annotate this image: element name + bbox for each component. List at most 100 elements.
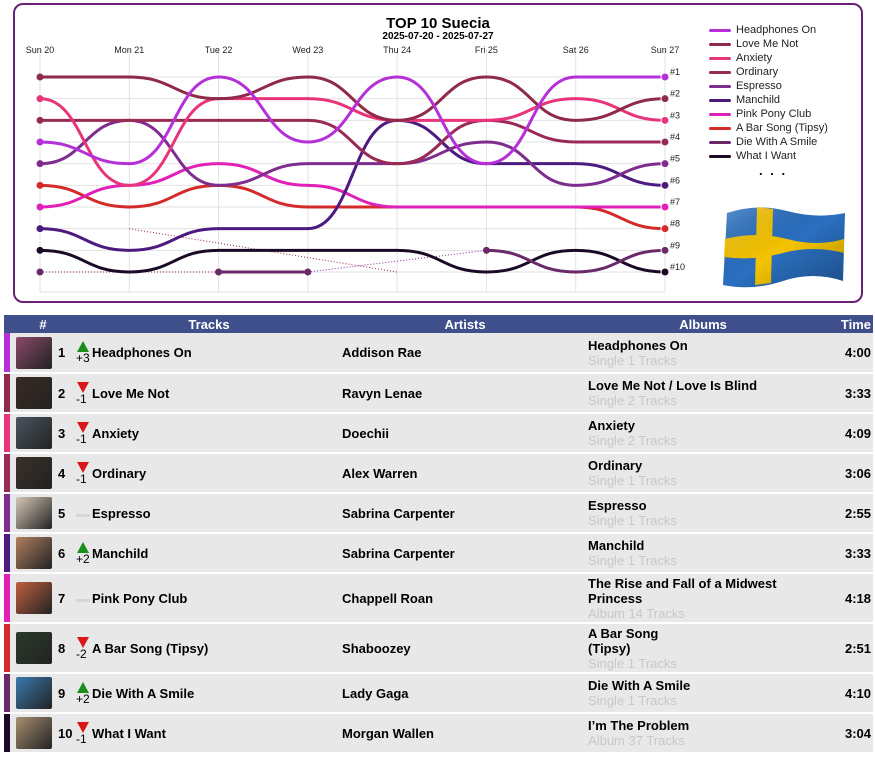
legend-swatch (709, 112, 731, 116)
table-row[interactable]: 9 +2 Die With A Smile Lady Gaga Die With A S… (4, 673, 874, 713)
series-point (36, 203, 44, 211)
artist-name[interactable]: Ravyn Lenae (342, 385, 423, 401)
series-point (304, 268, 312, 276)
artist-name[interactable]: Lady Gaga (342, 685, 409, 701)
album-cover[interactable] (16, 537, 52, 569)
rank-number: 7 (58, 590, 66, 606)
album-name[interactable]: The Rise and Fall of a Midwest Princess (588, 575, 777, 606)
table-row[interactable]: 8 -2 A Bar Song (Tipsy) Shaboozey A Bar Song… (4, 623, 874, 673)
legend-swatch (709, 126, 731, 130)
artist-name[interactable]: Sabrina Carpenter (342, 545, 455, 561)
artist-name[interactable]: Alex Warren (342, 465, 418, 481)
album-cover[interactable] (16, 336, 52, 369)
rank-change: -1 (76, 453, 92, 493)
table-row[interactable]: 4 -1 Ordinary Alex Warren Ordinary Single 1 T… (4, 453, 874, 493)
album-cover[interactable] (16, 677, 52, 709)
legend-item[interactable]: Anxiety (709, 51, 859, 65)
cover-cell (10, 713, 58, 753)
table-row[interactable]: 5 Espresso Sabrina Carpenter Espresso Single… (4, 493, 874, 533)
legend-item[interactable]: What I Want (709, 149, 859, 163)
album-cover[interactable] (16, 377, 52, 409)
arrow-down-icon (77, 421, 90, 433)
rank-change: +3 (76, 333, 92, 373)
legend-item[interactable]: Espresso (709, 79, 859, 93)
series-point (36, 73, 44, 81)
artist-name[interactable]: Morgan Wallen (342, 725, 434, 741)
album-cover[interactable] (16, 582, 52, 614)
artist-name[interactable]: Chappell Roan (342, 590, 434, 606)
table-row[interactable]: 7 Pink Pony Club Chappell Roan The Rise and… (4, 573, 874, 623)
table-row[interactable]: 10 -1 What I Want Morgan Wallen I’m The Prob… (4, 713, 874, 753)
legend-swatch (709, 84, 731, 88)
artist-name[interactable]: Addison Rae (342, 345, 422, 360)
legend-label: A Bar Song (Tipsy) (736, 122, 828, 134)
legend-swatch (709, 98, 731, 102)
cover-cell (10, 453, 58, 493)
track-duration: 4:10 (845, 685, 872, 701)
legend-item[interactable]: Pink Pony Club (709, 107, 859, 121)
album-cover[interactable] (16, 457, 52, 489)
legend-label: Manchild (736, 94, 781, 106)
album-name[interactable]: Espresso (588, 498, 647, 513)
track-title[interactable]: Die With A Smile (92, 685, 195, 701)
track-title[interactable]: Headphones On (92, 345, 192, 360)
track-title[interactable]: Anxiety (92, 425, 139, 441)
legend-item[interactable]: Headphones On (709, 23, 859, 37)
legend-item[interactable]: Die With A Smile (709, 135, 859, 149)
album-name[interactable]: Die With A Smile (588, 678, 691, 693)
album-name[interactable]: Love Me Not / Love Is Blind (588, 378, 758, 393)
row-color-bar (4, 453, 10, 493)
track-title[interactable]: Manchild (92, 545, 149, 561)
album-name[interactable]: I’m The Problem (588, 718, 690, 733)
top10-table: # Tracks Artists Albums Time 1 +3 Headphon… (4, 315, 874, 754)
track-title[interactable]: Espresso (92, 505, 151, 521)
track-title[interactable]: Ordinary (92, 465, 147, 481)
series-line (38, 248, 667, 274)
legend-item[interactable]: Ordinary (709, 65, 859, 79)
table-row[interactable]: 6 +2 Manchild Sabrina Carpenter Manchild Sing… (4, 533, 874, 573)
cover-cell (10, 493, 58, 533)
album-name[interactable]: Ordinary (588, 458, 643, 473)
legend-item[interactable]: A Bar Song (Tipsy) (709, 121, 859, 135)
table-row[interactable]: 2 -1 Love Me Not Ravyn Lenae Love Me Not / L… (4, 373, 874, 413)
series-point (660, 202, 670, 212)
album-name[interactable]: A Bar Song (Tipsy) (588, 625, 659, 656)
artist-name[interactable]: Sabrina Carpenter (342, 505, 455, 521)
artist-name[interactable]: Shaboozey (342, 640, 411, 656)
legend-label: Anxiety (736, 52, 773, 64)
rank-change-value: -2 (76, 646, 87, 661)
series-point (660, 115, 670, 125)
track-title[interactable]: A Bar Song (Tipsy) (92, 640, 209, 656)
x-tick-label: Fri 25 (475, 45, 498, 55)
chart-subtitle: 2025-07-20 - 2025-07-27 (382, 31, 494, 42)
album-name[interactable]: Headphones On (588, 337, 688, 353)
track-title[interactable]: Pink Pony Club (92, 590, 188, 606)
legend-label: Die With A Smile (736, 136, 818, 148)
series-point (660, 224, 670, 234)
track-duration: 4:18 (845, 590, 872, 606)
track-title[interactable]: What I Want (92, 725, 166, 741)
rank-number: 10 (58, 725, 73, 741)
chart-title: TOP 10 Suecia (386, 15, 490, 32)
track-title[interactable]: Love Me Not (92, 385, 170, 401)
legend-item[interactable]: Manchild (709, 93, 859, 107)
legend-swatch (709, 154, 731, 158)
album-cover[interactable] (16, 417, 52, 449)
cover-cell (10, 533, 58, 573)
artist-name[interactable]: Doechii (342, 425, 389, 441)
table-row[interactable]: 3 -1 Anxiety Doechii Anxiety Single 2 Tracks 4… (4, 413, 874, 453)
album-name[interactable]: Anxiety (588, 418, 635, 433)
row-color-bar (4, 713, 10, 753)
album-cover[interactable] (16, 632, 52, 664)
row-color-bar (4, 623, 10, 673)
table-row[interactable]: 1 +3 Headphones On Addison Rae Headphones On… (4, 333, 874, 373)
album-name[interactable]: Manchild (588, 538, 645, 553)
album-cell: Die With A Smile Single 1 Tracks (588, 673, 818, 713)
album-cell: The Rise and Fall of a Midwest Princess A… (588, 573, 818, 623)
rank-change-value: -1 (76, 431, 87, 446)
album-type: Single 1 Tracks (588, 473, 677, 488)
legend-more: . . . (759, 163, 788, 178)
album-cover[interactable] (16, 497, 52, 529)
album-cover[interactable] (16, 717, 52, 749)
legend-item[interactable]: Love Me Not (709, 37, 859, 51)
